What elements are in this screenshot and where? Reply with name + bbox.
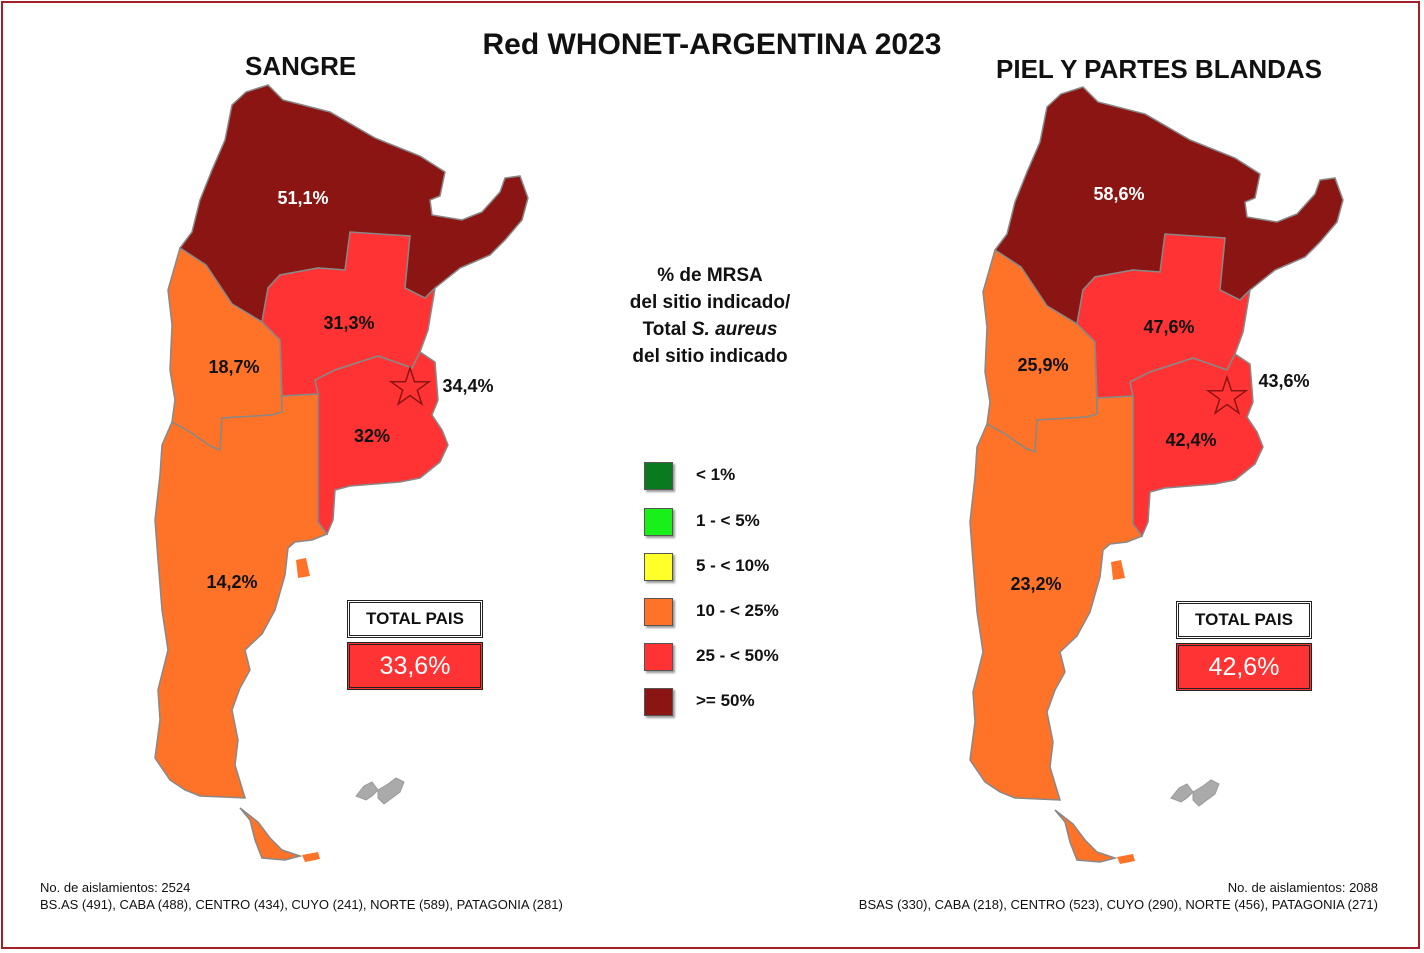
label-caba-piel: 43,6% xyxy=(1258,371,1309,391)
total-value: 33,6% xyxy=(347,642,483,690)
caba-star-piel xyxy=(1205,374,1249,415)
total-box-piel: TOTAL PAIS 42,6% xyxy=(1176,601,1312,691)
map-title-piel: PIEL Y PARTES BLANDAS xyxy=(996,54,1323,84)
total-label: TOTAL PAIS xyxy=(1176,601,1312,639)
footnote-piel: No. de aislamientos: 2088 BSAS (330), CA… xyxy=(858,880,1378,912)
footnote-sangre: No. de aislamientos: 2524 BS.AS (491), C… xyxy=(40,880,563,912)
label-bsas-piel: 42,4% xyxy=(1165,430,1216,450)
label-centro-sangre: 31,3% xyxy=(323,313,374,333)
legend-swatch xyxy=(644,462,673,490)
label-patagonia-sangre: 14,2% xyxy=(206,572,257,592)
label-bsas-sangre: 32% xyxy=(354,426,390,446)
legend-swatch xyxy=(644,643,673,671)
map-sangre xyxy=(154,84,529,863)
label-patagonia-piel: 23,2% xyxy=(1010,574,1061,594)
legend-swatch xyxy=(644,688,673,716)
label-centro-piel: 47,6% xyxy=(1143,317,1194,337)
label-cuyo-sangre: 18,7% xyxy=(208,357,259,377)
legend-title: % de MRSA del sitio indicado/ Total S. a… xyxy=(629,265,791,367)
total-label: TOTAL PAIS xyxy=(347,600,483,638)
label-cuyo-piel: 25,9% xyxy=(1017,355,1068,375)
total-box-sangre: TOTAL PAIS 33,6% xyxy=(347,600,483,690)
label-norte-sangre: 51,1% xyxy=(277,188,328,208)
map-title-sangre: SANGRE xyxy=(245,51,357,81)
label-caba-sangre: 34,4% xyxy=(442,376,493,396)
caba-star-sangre xyxy=(388,365,432,406)
legend-swatch xyxy=(644,598,673,626)
legend-swatch xyxy=(644,508,673,536)
page-title: Red WHONET-ARGENTINA 2023 xyxy=(482,28,942,61)
total-value: 42,6% xyxy=(1176,643,1312,691)
label-norte-piel: 58,6% xyxy=(1093,184,1144,204)
map-piel xyxy=(969,86,1344,865)
legend-swatch xyxy=(644,553,673,581)
